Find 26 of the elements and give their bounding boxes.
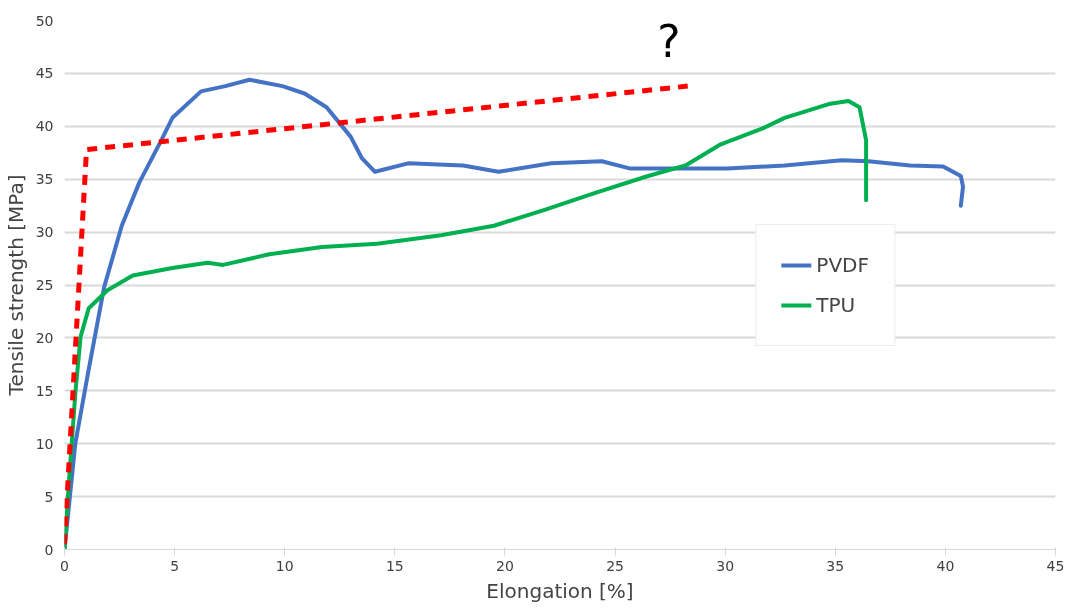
x-axis-title: Elongation [%] — [486, 578, 634, 603]
y-tick-label: 25 — [35, 277, 54, 293]
x-tick-label: 45 — [1046, 557, 1065, 574]
x-tick-label: 40 — [936, 557, 955, 574]
legend-label: PVDF — [816, 252, 869, 277]
x-tick-label: 20 — [496, 557, 514, 574]
x-tick-label: 0 — [60, 557, 69, 574]
y-tick-label: 30 — [35, 224, 54, 241]
legend-label: TPU — [816, 292, 856, 317]
x-tick-label: 25 — [606, 557, 624, 574]
y-tick-label: 20 — [35, 329, 54, 346]
y-tick-label: 35 — [35, 171, 54, 188]
y-tick-label: 5 — [44, 488, 54, 505]
x-tick-label: 35 — [826, 557, 845, 574]
x-tick-label: 10 — [275, 557, 294, 574]
x-tick-label: 30 — [716, 557, 735, 574]
x-tick-label: 15 — [385, 557, 404, 574]
annotation: ? — [657, 16, 681, 68]
y-tick-label: 10 — [35, 435, 54, 452]
y-axis-title: Tensile strength [MPa] — [3, 174, 28, 397]
x-tick-label: 5 — [170, 557, 180, 574]
y-tick-label: 40 — [35, 118, 54, 135]
y-tick-label: 15 — [35, 382, 54, 399]
y-tick-label: 50 — [35, 12, 54, 29]
y-tick-label: 45 — [35, 65, 54, 82]
y-tick-label: 0 — [44, 541, 54, 558]
